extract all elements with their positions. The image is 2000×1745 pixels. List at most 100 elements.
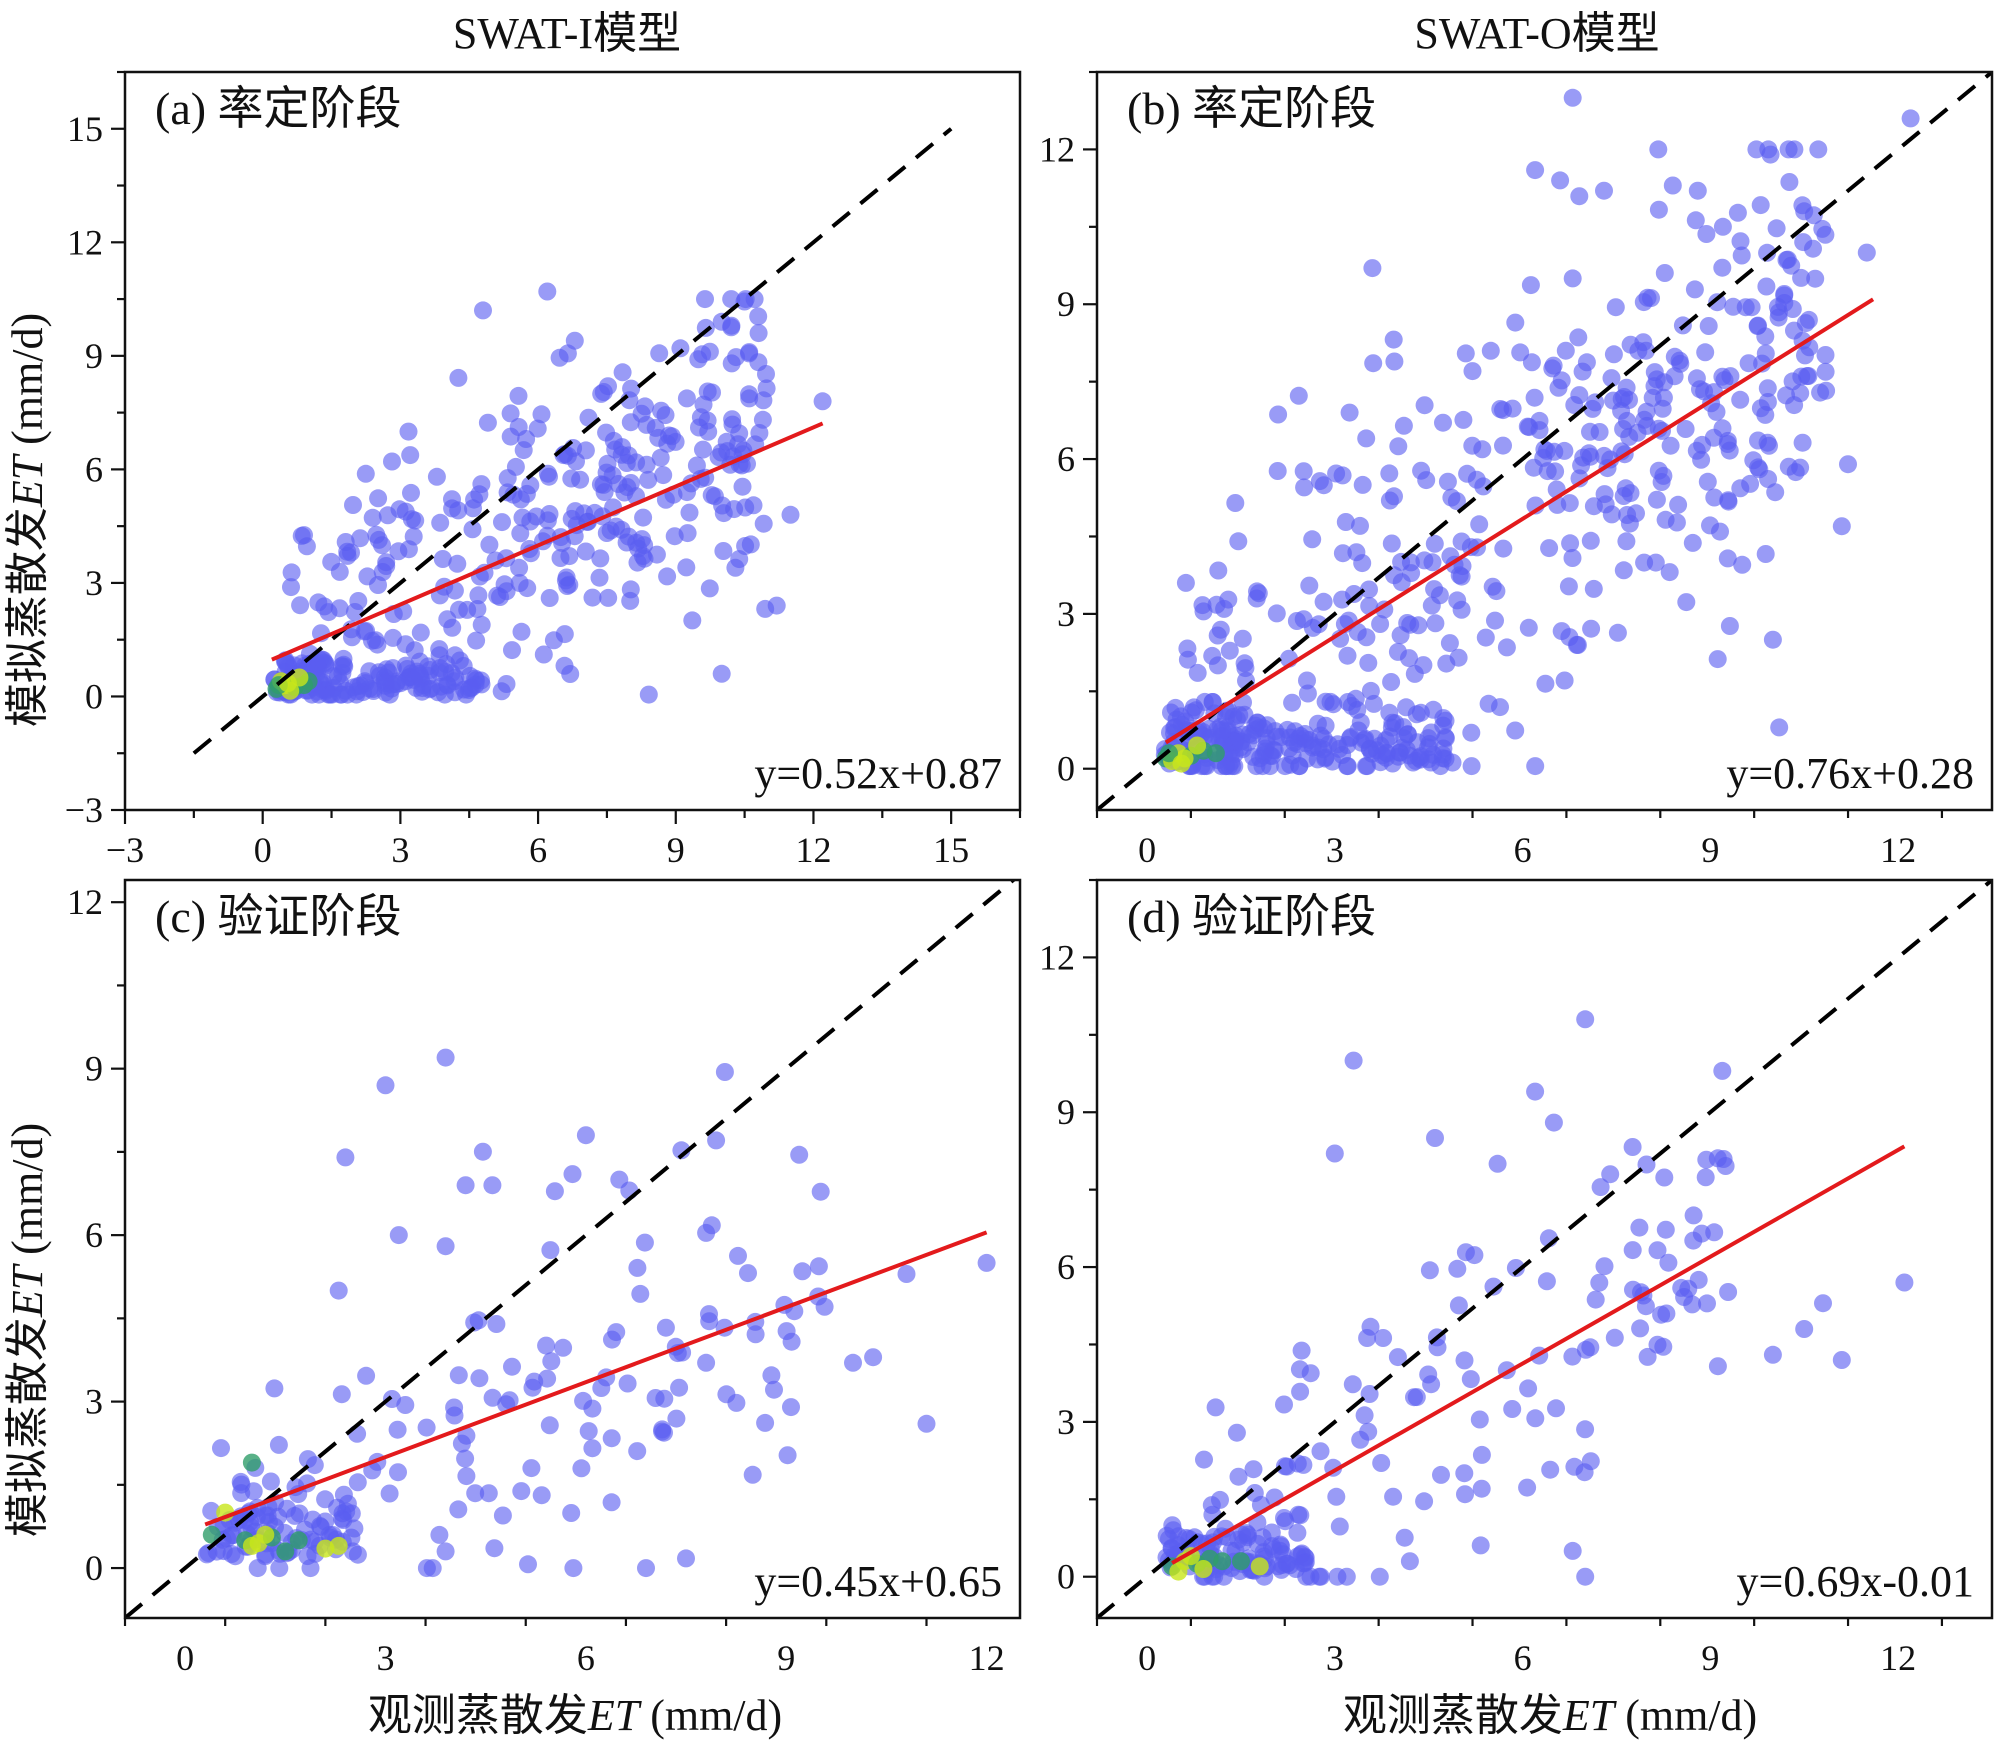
scatter-point [1483,577,1502,596]
scatter-point [610,1170,629,1189]
scatter-point [1637,341,1655,360]
scatter-point [1565,396,1584,414]
scatter-point [1708,650,1727,669]
scatter-point-dense [202,1525,221,1544]
scatter-point [1595,1257,1614,1276]
scatter-point [749,324,768,343]
scatter-point [1488,1154,1507,1173]
scatter-point [1618,506,1637,524]
scatter-point [1590,1273,1609,1292]
y-tick-label: 3 [85,563,103,603]
scatter-point [1857,243,1876,262]
y-tick-label: 0 [85,1548,103,1588]
scatter-point [1351,713,1370,732]
scatter-point [621,413,640,432]
scatter-point [765,1380,783,1399]
scatter-point [652,401,671,420]
scatter-point [1561,534,1580,553]
scatter-point [1476,628,1495,647]
scatter-point [427,467,446,486]
scatter-point [1747,140,1766,159]
scatter-point [1583,399,1602,418]
scatter-point [1311,1567,1330,1586]
scatter-point [373,563,392,581]
scatter-point [1203,693,1222,711]
scatter-point [1298,684,1317,703]
scatter-point [1756,545,1775,563]
scatter-point [383,452,401,471]
scatter-point [1576,1010,1595,1029]
scatter-point [656,1318,675,1337]
scatter-point [504,485,523,504]
scatter-point [270,1559,289,1578]
scatter-point [1732,246,1751,265]
scatter-point [677,389,696,408]
scatter-point [1425,534,1444,553]
scatter-point [1371,615,1390,633]
scatter-point [1195,1450,1213,1469]
scatter-point [338,1494,357,1513]
scatter-point [1792,268,1811,287]
scatter-point [1731,479,1750,498]
scatter-point [1470,515,1489,534]
scatter-point [583,1399,602,1418]
scatter-point [316,1490,335,1509]
scatter-point [369,489,388,508]
scatter-point [1351,1430,1370,1449]
scatter-point [680,503,699,522]
scatter-point [523,1378,542,1397]
y-tick-label: 6 [85,1215,103,1255]
scatter-point [399,422,418,441]
scatter-point [634,508,653,527]
scatter-point [1685,280,1704,299]
scatter-point [707,1131,726,1150]
scatter-point [509,418,528,436]
scatter-point [1494,436,1512,455]
scatter-point [467,631,486,650]
scatter-point [1733,555,1752,574]
scatter-point [558,577,577,595]
x-tick-label: 9 [777,1638,795,1678]
scatter-point [498,469,517,488]
scatter-point [1348,623,1367,641]
scatter-point [572,1459,591,1478]
scatter-point [342,543,360,562]
scatter-point [1621,335,1640,354]
y-tick-label: 12 [67,222,103,262]
y-tick-label: 0 [1057,749,1075,789]
scatter-point [1683,533,1702,552]
scatter-point [336,1148,355,1167]
scatter-point [465,1313,484,1332]
scatter-point [1614,561,1633,580]
scatter-point [226,1547,245,1566]
scatter-point [1340,403,1359,422]
scatter-point [597,423,616,442]
scatter-point [1688,181,1707,200]
scatter-point [1456,1485,1474,1504]
scatter-point [493,1506,512,1525]
panel-label: (d) 验证阶段 [1127,891,1376,942]
one-to-one-line [1097,880,1992,1618]
scatter-point [356,464,375,483]
scatter-point [1423,553,1442,572]
scatter-point [595,483,614,502]
scatter-point [1211,1490,1229,1509]
scatter-point [1389,437,1408,456]
scatter-point [1796,314,1815,333]
scatter-point [694,440,712,459]
scatter-point [1333,544,1352,563]
scatter-point [1461,1370,1480,1389]
y-tick-label: 15 [67,109,103,149]
y-axis-label-top: 模拟蒸散发ET (mm/d) [3,313,52,727]
scatter-point [1371,736,1390,755]
scatter-point [1645,377,1664,396]
scatter-point [633,530,651,549]
scatter-point [767,596,786,615]
scatter-point [457,1467,476,1486]
scatter-point [1570,187,1589,206]
x-tick-label: 3 [391,830,409,870]
scatter-point [1719,1283,1738,1301]
scatter-point [414,676,433,695]
scatter-point [511,524,530,543]
scatter-point [1631,1319,1650,1338]
